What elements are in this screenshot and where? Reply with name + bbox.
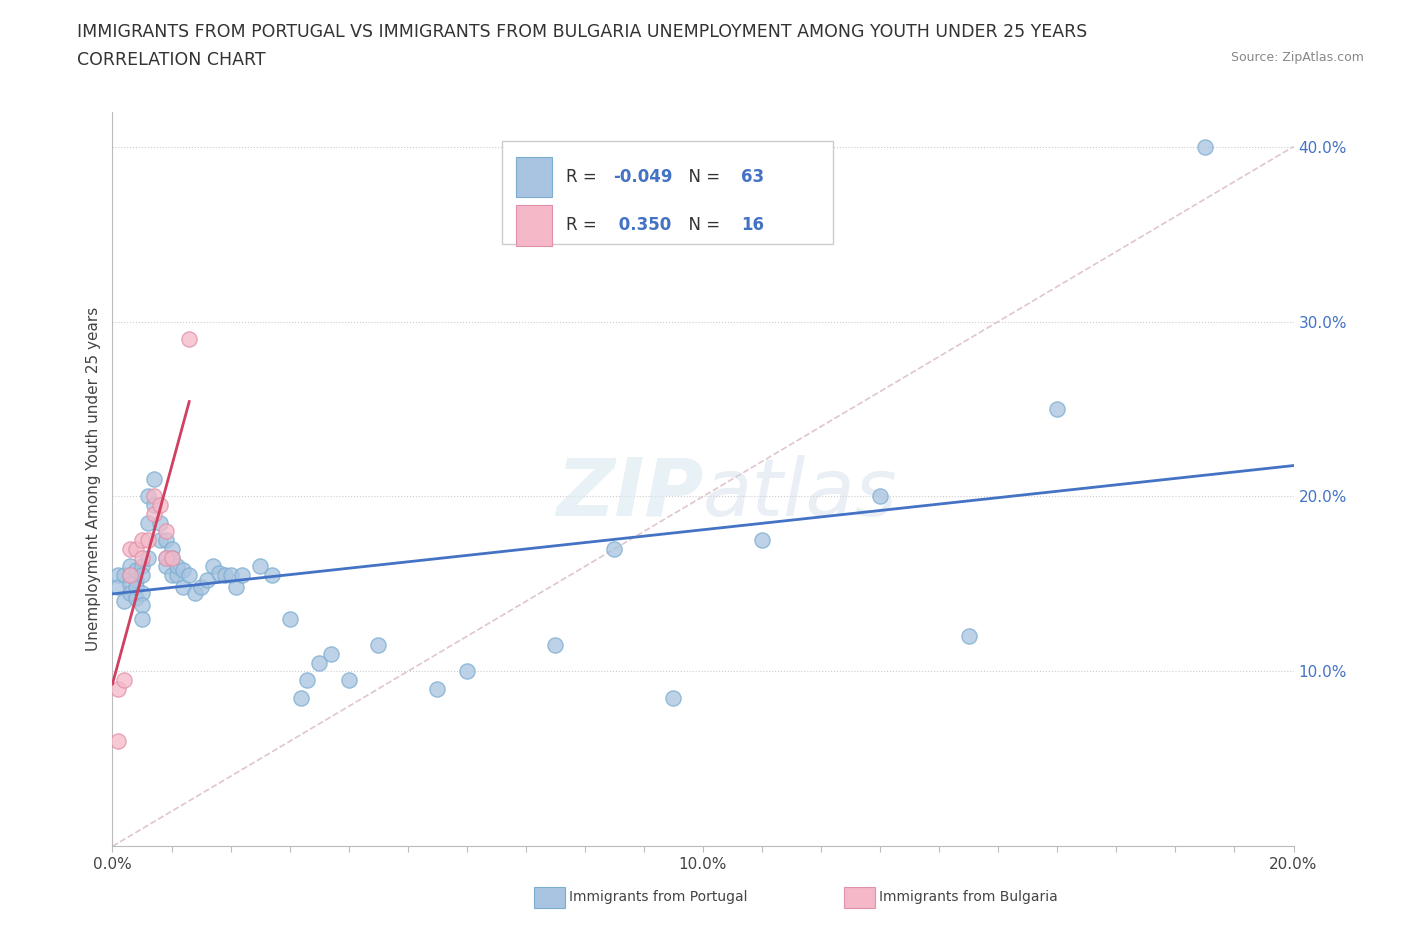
Text: -0.049: -0.049	[613, 168, 672, 186]
Point	[172, 580, 194, 595]
Point	[120, 567, 142, 582]
Point	[107, 682, 129, 697]
Text: Source: ZipAtlas.com: Source: ZipAtlas.com	[1230, 51, 1364, 64]
Text: atlas: atlas	[703, 455, 898, 533]
Point	[131, 567, 153, 582]
Point	[231, 567, 253, 582]
Point	[957, 629, 980, 644]
Text: Immigrants from Bulgaria: Immigrants from Bulgaria	[879, 890, 1057, 905]
Point	[290, 690, 312, 705]
Point	[155, 551, 177, 565]
Point	[166, 559, 188, 574]
Point	[149, 498, 172, 512]
Point	[142, 507, 165, 522]
Point	[208, 566, 231, 581]
Point	[869, 489, 891, 504]
Text: N =: N =	[678, 217, 725, 234]
FancyBboxPatch shape	[516, 157, 551, 197]
Point	[367, 638, 389, 653]
Point	[249, 559, 271, 574]
Point	[201, 559, 224, 574]
Point	[107, 580, 129, 595]
Text: Immigrants from Portugal: Immigrants from Portugal	[569, 890, 748, 905]
Point	[225, 580, 247, 595]
Point	[136, 551, 159, 565]
Point	[1046, 402, 1069, 417]
Point	[751, 533, 773, 548]
FancyBboxPatch shape	[502, 141, 832, 244]
Point	[166, 567, 188, 582]
Point	[120, 567, 142, 582]
Point	[662, 690, 685, 705]
Point	[136, 515, 159, 530]
Point	[214, 567, 236, 582]
Point	[219, 567, 242, 582]
Point	[131, 597, 153, 612]
Text: R =: R =	[567, 217, 602, 234]
Text: 0.350: 0.350	[613, 217, 672, 234]
FancyBboxPatch shape	[516, 206, 551, 246]
Point	[155, 533, 177, 548]
Point	[426, 682, 449, 697]
Point	[195, 573, 218, 588]
Text: 16: 16	[741, 217, 763, 234]
Point	[603, 541, 626, 556]
Point	[155, 551, 177, 565]
Point	[107, 734, 129, 749]
Text: CORRELATION CHART: CORRELATION CHART	[77, 51, 266, 69]
Point	[112, 594, 135, 609]
Point	[120, 559, 142, 574]
Point	[142, 472, 165, 486]
Point	[131, 559, 153, 574]
Point	[131, 585, 153, 600]
Point	[136, 533, 159, 548]
Text: N =: N =	[678, 168, 725, 186]
Point	[131, 551, 153, 565]
Text: IMMIGRANTS FROM PORTUGAL VS IMMIGRANTS FROM BULGARIA UNEMPLOYMENT AMONG YOUTH UN: IMMIGRANTS FROM PORTUGAL VS IMMIGRANTS F…	[77, 23, 1088, 41]
Point	[125, 580, 148, 595]
Point	[107, 567, 129, 582]
Point	[155, 559, 177, 574]
Point	[160, 541, 183, 556]
Point	[179, 567, 201, 582]
Point	[337, 672, 360, 687]
Point	[120, 541, 142, 556]
Point	[149, 515, 172, 530]
Point	[125, 541, 148, 556]
Point	[112, 672, 135, 687]
Point	[160, 551, 183, 565]
Point	[319, 646, 342, 661]
Point	[120, 585, 142, 600]
Point	[131, 611, 153, 626]
Point	[278, 611, 301, 626]
Point	[544, 638, 567, 653]
Point	[131, 533, 153, 548]
Point	[142, 489, 165, 504]
Text: R =: R =	[567, 168, 602, 186]
Point	[155, 524, 177, 538]
Point	[456, 664, 478, 679]
Y-axis label: Unemployment Among Youth under 25 years: Unemployment Among Youth under 25 years	[86, 307, 101, 651]
Text: 63: 63	[741, 168, 763, 186]
Point	[112, 567, 135, 582]
Point	[190, 580, 212, 595]
Point	[179, 332, 201, 347]
Point	[125, 591, 148, 605]
Point	[172, 563, 194, 578]
Point	[125, 573, 148, 588]
Point	[136, 489, 159, 504]
Point	[125, 563, 148, 578]
Point	[160, 567, 183, 582]
Point	[308, 656, 330, 671]
Point	[149, 533, 172, 548]
Point	[160, 551, 183, 565]
Point	[260, 567, 283, 582]
Point	[297, 672, 319, 687]
Point	[120, 577, 142, 591]
Text: ZIP: ZIP	[555, 455, 703, 533]
Point	[1194, 140, 1216, 154]
Point	[184, 585, 207, 600]
Point	[142, 498, 165, 512]
